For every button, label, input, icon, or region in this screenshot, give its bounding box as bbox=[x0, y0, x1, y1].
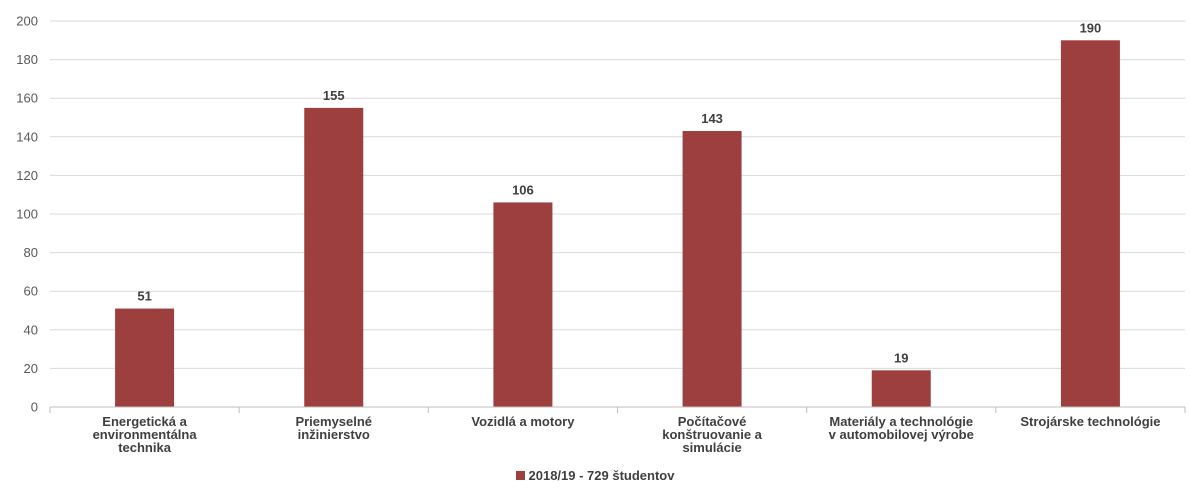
bar bbox=[304, 107, 364, 407]
bar bbox=[682, 131, 742, 407]
bar-chart: 0 20 40 60 80 100 120 140 160 180 200 51 155 106 143 1… bbox=[16, 14, 1186, 455]
y-tick-label: 80 bbox=[24, 245, 38, 260]
gridlines bbox=[50, 20, 1185, 369]
x-tick-label: Energetická a environmentálna technika bbox=[93, 414, 198, 455]
legend: 2018/19 - 729 študentov bbox=[0, 468, 1190, 483]
legend-label: 2018/19 - 729 študentov bbox=[528, 468, 675, 483]
bar bbox=[493, 202, 553, 407]
y-tick-label: 180 bbox=[16, 52, 38, 67]
bar bbox=[1060, 40, 1120, 408]
y-tick-label: 160 bbox=[16, 91, 38, 106]
data-label: 51 bbox=[137, 289, 151, 304]
x-tick-label: Vozidlá a motory bbox=[471, 414, 575, 429]
data-label: 190 bbox=[1080, 20, 1102, 35]
y-tick-label: 20 bbox=[24, 361, 38, 376]
y-tick-label: 140 bbox=[16, 129, 38, 144]
y-tick-label: 120 bbox=[16, 168, 38, 183]
y-tick-label: 200 bbox=[16, 14, 38, 29]
bar bbox=[871, 370, 931, 407]
x-tick-label: Priemyselné inžinierstvo bbox=[295, 414, 372, 442]
data-labels: 51 155 106 143 19 190 bbox=[137, 20, 1101, 365]
y-axis: 0 20 40 60 80 100 120 140 160 180 200 bbox=[16, 14, 38, 415]
data-label: 106 bbox=[512, 182, 534, 197]
data-label: 155 bbox=[323, 88, 345, 103]
data-label: 19 bbox=[894, 350, 908, 365]
y-tick-label: 40 bbox=[24, 322, 38, 337]
x-tick-label: Materiály a technológie v automobilovej v… bbox=[829, 414, 974, 442]
y-tick-label: 0 bbox=[31, 400, 38, 415]
x-axis: Energetická a environmentálna technika Prie… bbox=[49, 406, 1186, 455]
x-tick-label: Strojárske technológie bbox=[1020, 414, 1160, 429]
bars bbox=[115, 40, 1120, 408]
y-tick-label: 60 bbox=[24, 284, 38, 299]
data-label: 143 bbox=[701, 111, 723, 126]
legend-swatch bbox=[515, 471, 525, 480]
bar bbox=[115, 308, 175, 407]
x-tick-label: Počítačové konštruovanie a simulácie bbox=[662, 414, 762, 455]
y-tick-label: 100 bbox=[16, 207, 38, 222]
